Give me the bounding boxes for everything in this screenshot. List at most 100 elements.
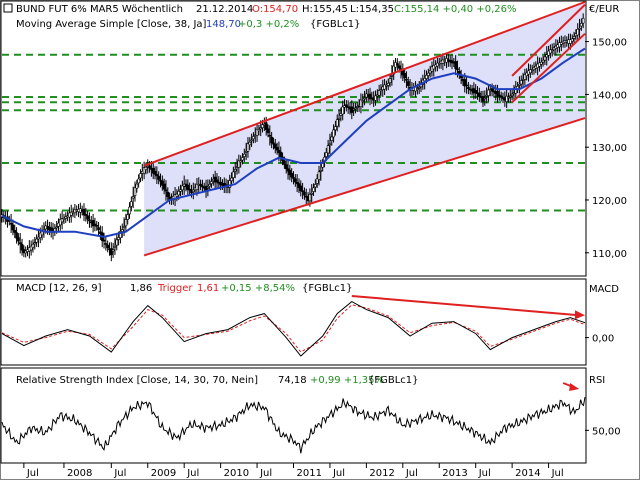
time-tick-label: Jul [478,468,491,479]
price-bar-body [290,172,293,178]
price-bar-body [113,245,117,248]
price-bar-body [166,191,170,198]
price-bar-body [151,168,155,174]
price-bar-body [303,191,306,196]
price-bar-body [248,141,252,146]
time-tick-label: 2008 [67,468,92,479]
price-bar-body [406,81,410,86]
price-bar-body [181,185,184,191]
price-bar-body [467,87,470,89]
channel-fill [144,2,585,256]
price-bar-body [15,232,18,239]
price-bar-body [499,95,503,98]
time-tick-label: 2010 [224,468,249,479]
price-bar-body [454,61,457,70]
price-bar-body [319,170,323,172]
price-icon-box[interactable] [3,3,13,13]
price-bar-body [128,206,131,215]
price-bar-body [405,78,408,81]
price-bar-body [122,226,126,228]
price-bar-body [337,118,341,120]
price-bar-body [549,49,552,54]
price-bar-body [144,166,148,170]
macd-legend-value: 1,86 [130,283,152,294]
price-bar-body [102,239,106,242]
price-ytick-label: 150,00 [592,38,627,49]
price-bar-body [339,113,343,116]
price-bar-body [425,75,428,79]
price-bar-body [572,36,576,39]
price-bar-body [124,219,128,227]
price-legend-symbol: BUND FUT 6% MAR5 Wöchentlich [16,4,183,15]
price-panel: 110,00 120,00 130,00 140,00 150,00 BUND FUT … [0,0,627,277]
rsi-legend-change: +0,99 +1,35% [310,375,384,386]
price-bar-body [62,217,66,220]
price-bar-body [416,88,419,90]
price-bar-body [465,84,468,87]
price-bar-body [450,60,454,64]
price-bar-body [379,89,383,92]
price-bar-body [332,129,335,138]
price-bar-body [273,143,277,149]
price-bar-body [521,79,525,81]
macd-ytick-label: 0,00 [592,334,614,345]
rsi-legend-label: Relative Strength Index [Close, 14, 30, … [16,375,258,386]
price-bar-body [514,86,518,94]
price-bar-body [18,242,22,245]
price-bar-body [459,75,463,79]
price-bar-body [133,187,137,196]
price-bar-body [257,129,261,132]
price-bar-body [64,216,68,219]
price-bar-body [175,193,179,197]
macd-unit-label: MACD [589,284,619,295]
price-bar-body [33,242,37,245]
price-bar-body [264,122,268,131]
price-bar-body [529,69,532,74]
price-bar-body [310,193,314,195]
price-bar-body [428,70,432,74]
price-bar-body [478,92,481,98]
price-bar-body [317,171,321,180]
price-bar-body [580,23,583,27]
price-bar-body [474,90,477,93]
price-bar-body [157,175,160,180]
price-bar-body [507,96,510,99]
price-bar-body [55,226,58,229]
price-bar-body [308,194,312,202]
price-bar-body [518,83,521,86]
price-bar-body [299,185,303,192]
macd-trend-arrow-line [351,295,580,317]
macd-trigger-line [1,304,586,353]
time-tick-label: Jul [405,468,418,479]
price-bar-body [545,54,549,58]
short-channel-upper-line [511,3,586,77]
price-bar-body [243,153,246,157]
price-bar-body [388,78,392,83]
price-bar-body [483,97,487,100]
price-bar-body [396,63,399,66]
price-bar-body [131,196,135,199]
price-bar-body [20,244,24,251]
price-bar-body [569,39,572,44]
price-bar-body [509,95,512,98]
macd-legend-trigger-change: +0,15 +8,54% [221,283,295,294]
price-bar-body [82,208,86,216]
price-ytick-label: 140,00 [592,90,627,101]
price-bar-body [17,237,20,242]
price-bar-body [487,89,490,96]
price-bar-body [436,62,439,67]
price-bar-body [69,211,73,216]
rsi-panel: 50,00 Relative Strength Index [Close, 14… [0,367,621,464]
price-bar-body [576,28,580,36]
price-bar-body [35,238,38,243]
price-bar-body [383,84,386,90]
rsi-arrow-head [569,383,580,391]
price-bar-body [119,231,122,238]
price-bar-body [24,250,27,254]
price-bar-body [95,225,99,227]
price-bar-body [255,128,259,136]
price-bar-body [60,218,64,223]
price-bar-body [368,93,372,100]
